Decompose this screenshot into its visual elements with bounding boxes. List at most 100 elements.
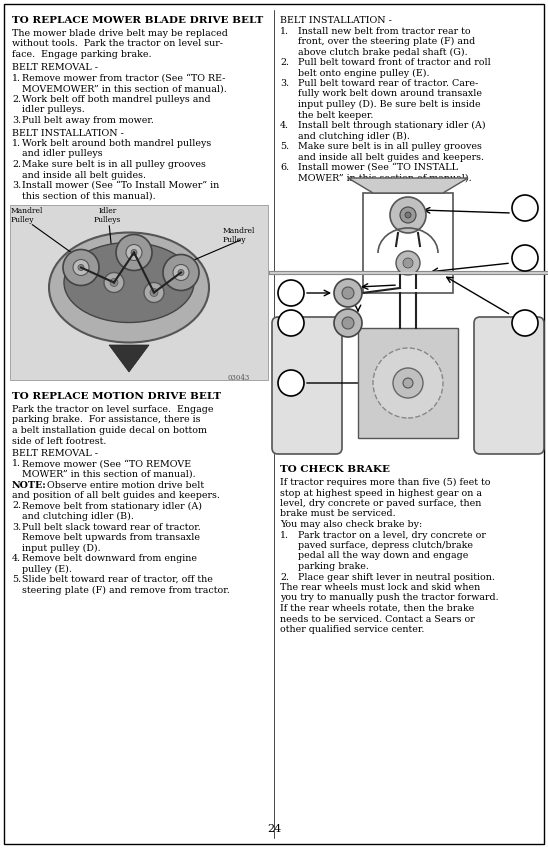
Text: pedal all the way down and engage: pedal all the way down and engage: [298, 551, 469, 561]
Circle shape: [116, 235, 152, 271]
Text: 2.: 2.: [12, 95, 21, 104]
Text: parking brake.: parking brake.: [298, 562, 369, 571]
Text: and clutching idler (B).: and clutching idler (B).: [298, 131, 410, 141]
Text: 3.: 3.: [280, 79, 289, 88]
Text: E: E: [522, 204, 529, 213]
Text: above clutch brake pedal shaft (G).: above clutch brake pedal shaft (G).: [298, 47, 467, 57]
Circle shape: [512, 245, 538, 271]
Text: and inside all belt guides.: and inside all belt guides.: [22, 170, 146, 180]
Text: the belt keeper.: the belt keeper.: [298, 110, 373, 120]
Text: Remove belt from stationary idler (A): Remove belt from stationary idler (A): [22, 501, 202, 510]
Text: and idler pulleys: and idler pulleys: [22, 149, 102, 159]
Text: Park the tractor on level surface.  Engage: Park the tractor on level surface. Engag…: [12, 405, 214, 414]
Text: 5.: 5.: [280, 142, 289, 151]
Text: without tools.  Park the tractor on level sur-: without tools. Park the tractor on level…: [12, 40, 223, 48]
Text: and position of all belt guides and keepers.: and position of all belt guides and keep…: [12, 491, 220, 500]
Bar: [10, 205, 268, 380]
Polygon shape: [109, 345, 149, 372]
Circle shape: [163, 254, 199, 291]
Circle shape: [63, 249, 99, 286]
Text: Work belt around both mandrel pulleys: Work belt around both mandrel pulleys: [22, 139, 211, 148]
Circle shape: [405, 212, 411, 218]
Circle shape: [390, 197, 426, 233]
Circle shape: [403, 258, 413, 268]
Circle shape: [110, 278, 118, 287]
Circle shape: [396, 251, 420, 275]
Text: fully work belt down around transaxle: fully work belt down around transaxle: [298, 90, 482, 98]
Text: Remove mower (See “TO REMOVE: Remove mower (See “TO REMOVE: [22, 460, 191, 468]
Text: 5.: 5.: [12, 575, 21, 584]
Text: Slide belt toward rear of tractor, off the: Slide belt toward rear of tractor, off t…: [22, 575, 213, 584]
Text: 3.: 3.: [12, 181, 21, 190]
Text: level, dry concrete or paved surface, then: level, dry concrete or paved surface, th…: [280, 499, 481, 508]
Text: stop at highest speed in highest gear on a: stop at highest speed in highest gear on…: [280, 488, 482, 498]
Text: parking brake.  For assistance, there is: parking brake. For assistance, there is: [12, 416, 201, 425]
Text: TO REPLACE MOTION DRIVE BELT: TO REPLACE MOTION DRIVE BELT: [12, 392, 221, 401]
Text: belt onto engine pulley (E).: belt onto engine pulley (E).: [298, 69, 430, 78]
Text: Make sure belt is in all pulley grooves: Make sure belt is in all pulley grooves: [22, 160, 206, 169]
Text: front, over the steering plate (F) and: front, over the steering plate (F) and: [298, 37, 475, 46]
Circle shape: [373, 348, 443, 418]
Circle shape: [400, 207, 416, 223]
Text: 4.: 4.: [280, 121, 289, 130]
Text: you try to manually push the tractor forward.: you try to manually push the tractor for…: [280, 594, 499, 602]
Circle shape: [512, 195, 538, 221]
Text: The rear wheels must lock and skid when: The rear wheels must lock and skid when: [280, 583, 480, 592]
Circle shape: [334, 279, 362, 307]
Text: 6.: 6.: [280, 163, 289, 172]
Text: Idler: Idler: [99, 207, 117, 215]
Circle shape: [104, 272, 124, 293]
Text: Remove mower from tractor (See “TO RE-: Remove mower from tractor (See “TO RE-: [22, 74, 225, 83]
Text: 1.: 1.: [12, 74, 21, 83]
Circle shape: [144, 282, 164, 303]
Text: 3.: 3.: [12, 522, 21, 532]
Text: Install mower (See “To Install Mower” in: Install mower (See “To Install Mower” in: [22, 181, 219, 190]
Text: side of left footrest.: side of left footrest.: [12, 437, 106, 445]
Circle shape: [178, 270, 184, 276]
Text: You may also check brake by:: You may also check brake by:: [280, 520, 423, 529]
Text: Pull belt toward front of tractor and roll: Pull belt toward front of tractor and ro…: [298, 58, 491, 67]
Text: A: A: [288, 288, 294, 298]
Circle shape: [512, 310, 538, 336]
Circle shape: [403, 378, 413, 388]
Text: If tractor requires more than five (5) feet to: If tractor requires more than five (5) f…: [280, 478, 490, 487]
Text: Observe entire motion drive belt: Observe entire motion drive belt: [47, 481, 204, 489]
Ellipse shape: [49, 232, 209, 343]
Text: Remove belt upwards from transaxle: Remove belt upwards from transaxle: [22, 533, 200, 542]
Text: 1.: 1.: [280, 531, 289, 539]
Text: paved surface, depress clutch/brake: paved surface, depress clutch/brake: [298, 541, 473, 550]
Text: TO CHECK BRAKE: TO CHECK BRAKE: [280, 465, 390, 474]
FancyBboxPatch shape: [474, 317, 544, 454]
Text: BELT INSTALLATION -: BELT INSTALLATION -: [280, 16, 392, 25]
Text: 2.: 2.: [12, 501, 21, 510]
Text: MOVEMOWER” in this section of manual).: MOVEMOWER” in this section of manual).: [22, 85, 227, 93]
Text: Pulleys: Pulleys: [94, 216, 121, 224]
Text: 24: 24: [267, 824, 281, 834]
Circle shape: [393, 368, 423, 398]
Text: Mandrel: Mandrel: [11, 207, 43, 215]
Text: Place gear shift lever in neutral position.: Place gear shift lever in neutral positi…: [298, 572, 495, 582]
Circle shape: [78, 265, 84, 271]
Circle shape: [126, 244, 142, 260]
Text: If the rear wheels rotate, then the brake: If the rear wheels rotate, then the brak…: [280, 604, 474, 613]
Bar: [363, 193, 453, 293]
Text: NOTE:: NOTE:: [12, 481, 47, 489]
Text: B: B: [287, 319, 295, 327]
Text: Remove belt downward from engine: Remove belt downward from engine: [22, 554, 197, 563]
Bar: [276, 188, 540, 453]
Text: Park tractor on a level, dry concrete or: Park tractor on a level, dry concrete or: [298, 531, 486, 539]
Text: F: F: [522, 254, 528, 263]
Circle shape: [131, 249, 137, 255]
Bar: [358, 328, 458, 438]
Text: MOWER” in this section of manual).: MOWER” in this section of manual).: [298, 174, 472, 182]
FancyBboxPatch shape: [272, 317, 342, 454]
Text: Install new belt from tractor rear to: Install new belt from tractor rear to: [298, 26, 471, 36]
Text: Pull belt slack toward rear of tractor.: Pull belt slack toward rear of tractor.: [22, 522, 201, 532]
Text: Install mower (See “TO INSTALL: Install mower (See “TO INSTALL: [298, 163, 458, 172]
Text: Pull belt away from mower.: Pull belt away from mower.: [22, 116, 154, 125]
Text: steering plate (F) and remove from tractor.: steering plate (F) and remove from tract…: [22, 585, 230, 594]
Circle shape: [150, 288, 158, 297]
Text: BELT REMOVAL -: BELT REMOVAL -: [12, 449, 98, 458]
Text: BELT REMOVAL -: BELT REMOVAL -: [12, 64, 98, 72]
Text: idler pulleys.: idler pulleys.: [22, 105, 85, 114]
